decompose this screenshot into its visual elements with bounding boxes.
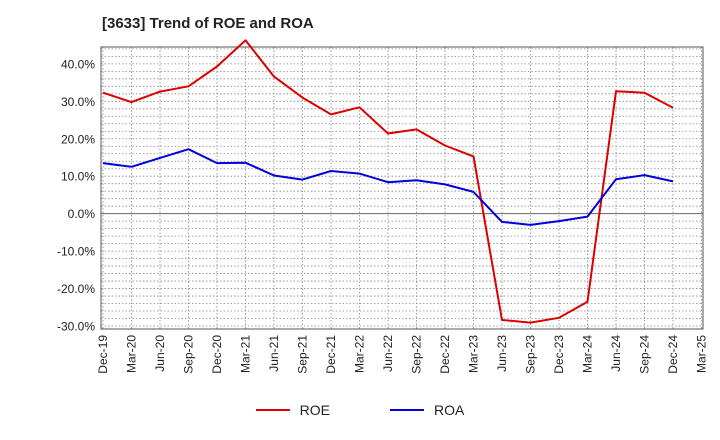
chart-title: [3633] Trend of ROE and ROA [102, 15, 314, 32]
x-tick-label: Sep-20 [182, 335, 196, 374]
axes [100, 46, 704, 330]
y-tick-label: -30.0% [57, 320, 95, 334]
legend: ROE ROA [0, 402, 720, 418]
x-tick-label: Dec-19 [96, 335, 110, 374]
series-line-roe [102, 39, 674, 324]
x-tick-label: Dec-22 [438, 335, 452, 374]
x-tick-label: Jun-22 [381, 335, 395, 372]
x-tick-label: Jun-24 [609, 335, 623, 372]
legend-label-roe: ROE [299, 402, 330, 418]
x-tick-label: Sep-24 [638, 335, 652, 374]
legend-label-roa: ROA [434, 402, 465, 418]
y-tick-label: 40.0% [61, 57, 95, 71]
x-tick-label: Mar-20 [125, 335, 139, 373]
plot-area [101, 47, 703, 329]
x-tick-label: Sep-22 [410, 335, 424, 374]
series-line-roa [102, 148, 674, 226]
x-tick-label: Jun-20 [153, 335, 167, 372]
x-tick-label: Sep-21 [296, 335, 310, 374]
y-tick-label: 30.0% [61, 95, 95, 109]
x-tick-label: Dec-20 [210, 335, 224, 374]
series [102, 39, 674, 324]
x-tick-label: Dec-24 [666, 335, 680, 374]
x-tick-label: Jun-23 [495, 335, 509, 372]
legend-item-roe: ROE [255, 402, 330, 418]
y-tick-label: -20.0% [57, 282, 95, 296]
legend-swatch-roa [390, 409, 424, 411]
plot-frame [100, 46, 704, 330]
legend-item-roa: ROA [390, 402, 464, 418]
grid [101, 47, 703, 329]
x-tick-label: Mar-22 [353, 335, 367, 373]
x-tick-label: Jun-21 [267, 335, 281, 372]
y-tick-label: 20.0% [61, 132, 95, 146]
legend-swatch-roe [255, 409, 290, 411]
y-tick-label: -10.0% [57, 245, 95, 259]
x-tick-label: Dec-23 [552, 335, 566, 374]
y-tick-label: 0.0% [68, 207, 96, 221]
x-tick-label: Mar-25 [695, 335, 709, 373]
x-tick-label: Mar-24 [581, 335, 595, 373]
x-tick-label: Mar-23 [467, 335, 481, 373]
y-tick-label: 10.0% [61, 170, 95, 184]
tick-labels: 40.0% 30.0% 20.0% 10.0% 0.0% -10.0% -20.0% -30.… [57, 57, 709, 373]
x-tick-label: Sep-23 [524, 335, 538, 374]
x-tick-label: Mar-21 [239, 335, 253, 373]
x-tick-label: Dec-21 [324, 335, 338, 374]
